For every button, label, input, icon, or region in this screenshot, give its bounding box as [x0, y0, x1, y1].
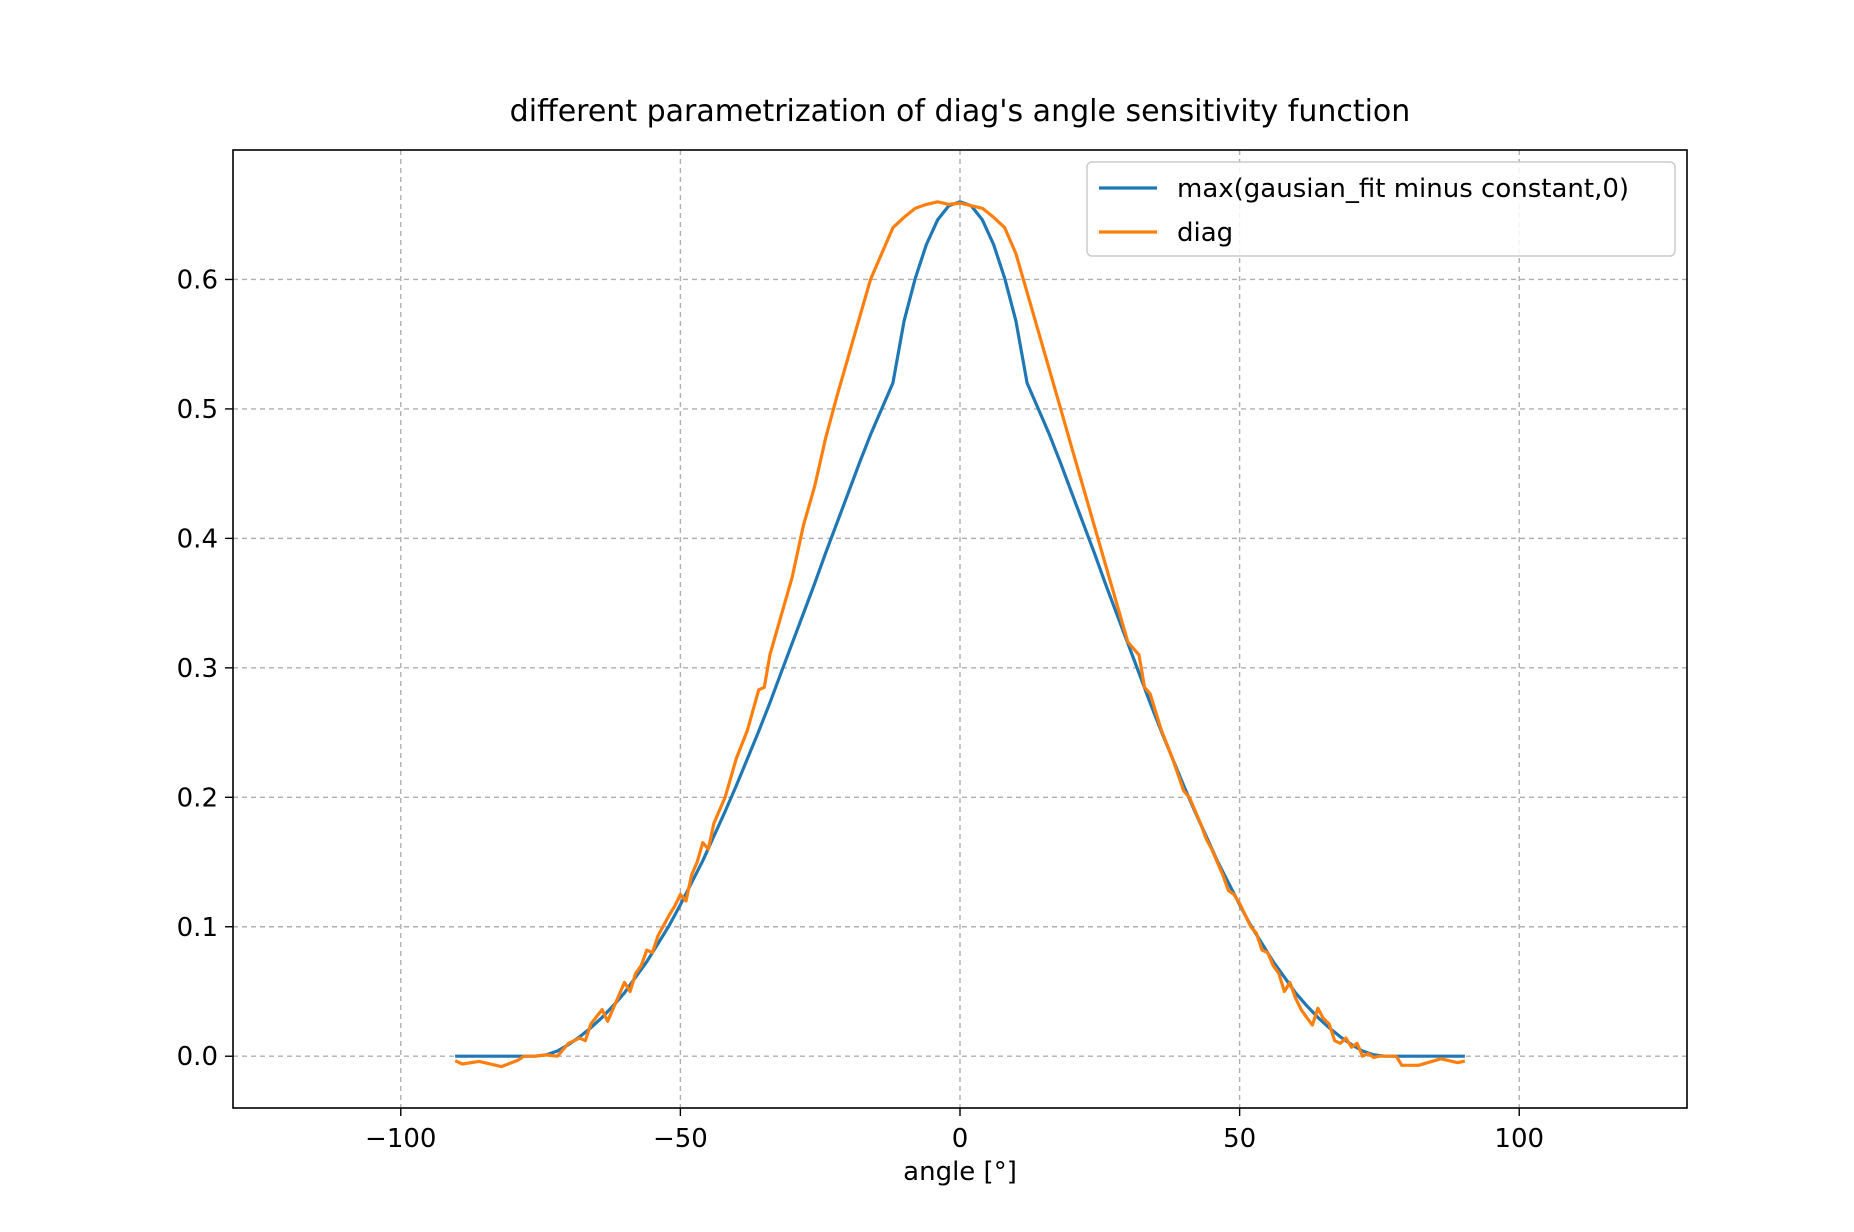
x-tick-label: 0 — [952, 1124, 969, 1154]
legend: max(gausian_fit minus constant,0) diag — [1086, 161, 1676, 257]
legend-box — [1086, 161, 1676, 257]
axis-ticks: −100 −50 0 50 100 0.0 0.1 0.2 0.3 0.4 0.5 0.6 — [177, 265, 1544, 1154]
y-tick-label: 0.0 — [177, 1042, 218, 1072]
x-tick-label: 50 — [1223, 1124, 1256, 1154]
x-tick-label: 100 — [1494, 1124, 1544, 1154]
series-line-1 — [454, 200, 1466, 1069]
y-tick-label: 0.5 — [177, 395, 218, 425]
x-tick-label: −100 — [365, 1124, 436, 1154]
grid-lines — [233, 150, 1687, 1108]
legend-label-1: diag — [1177, 218, 1233, 248]
x-axis-label: angle [°] — [903, 1157, 1017, 1187]
y-tick-label: 0.2 — [177, 783, 218, 813]
series-lines — [454, 200, 1466, 1069]
x-tick-label: −50 — [653, 1124, 708, 1154]
legend-label-0: max(gausian_fit minus constant,0) — [1177, 174, 1629, 204]
chart-title: different parametrization of diag's angl… — [510, 94, 1411, 129]
y-tick-label: 0.3 — [177, 654, 218, 684]
y-tick-label: 0.6 — [177, 265, 218, 295]
y-tick-label: 0.4 — [177, 524, 218, 554]
y-tick-label: 0.1 — [177, 913, 218, 943]
